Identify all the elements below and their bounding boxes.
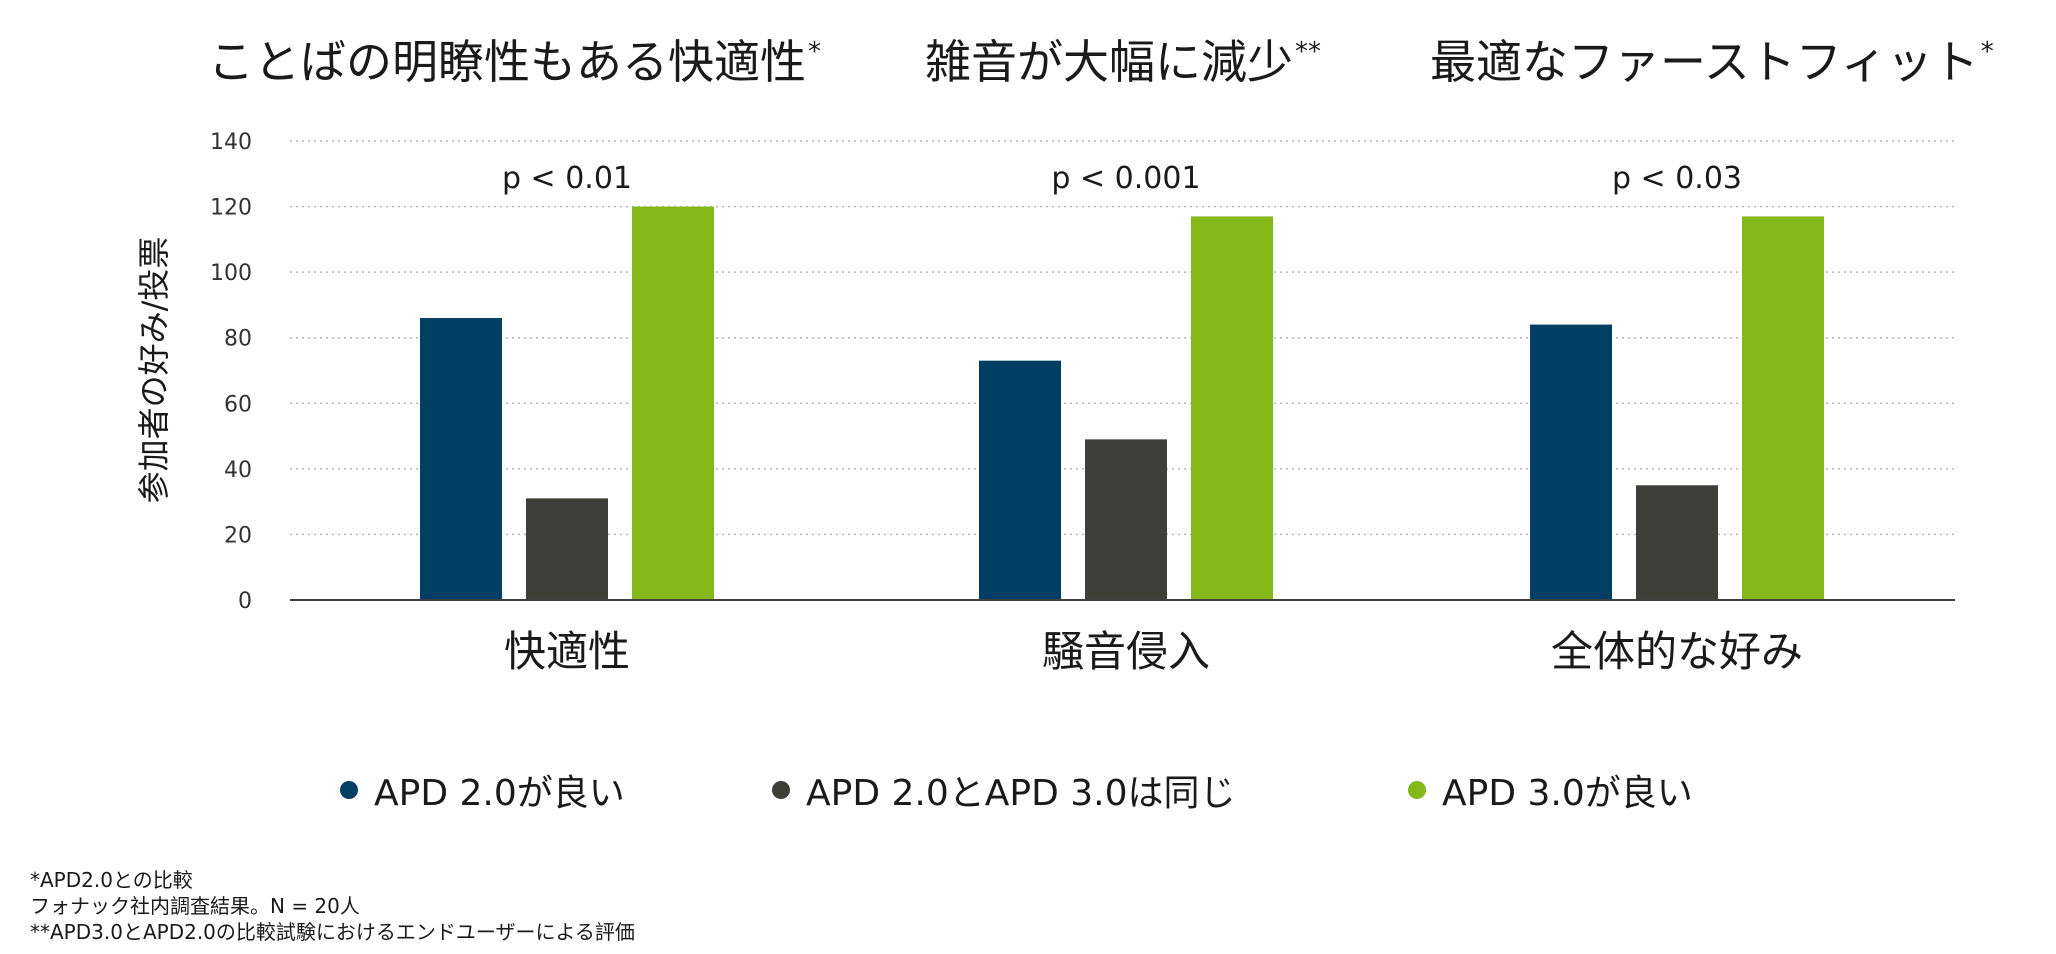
y-tick-label: 40	[224, 458, 252, 483]
y-axis-label: 参加者の好み/投票	[135, 237, 173, 504]
p-value-annotation: p < 0.03	[1612, 161, 1742, 196]
bar	[420, 318, 502, 600]
legend-dot	[1408, 781, 1426, 799]
bar	[632, 206, 714, 601]
category-labels: 快適性 騒音侵入 全体的な好み	[504, 627, 1803, 676]
category-label: 快適性	[504, 627, 630, 676]
footnote: フォナック社内調査結果。N = 20人	[30, 894, 360, 918]
p-value-annotation: p < 0.001	[1051, 161, 1200, 196]
footnote: *APD2.0との比較	[30, 868, 193, 892]
annotations: p < 0.01 p < 0.001 p < 0.03	[502, 161, 1742, 196]
legend-label: APD 2.0が良い	[374, 773, 625, 814]
legend-label: APD 3.0が良い	[1442, 773, 1693, 814]
category-label: 全体的な好み	[1551, 627, 1803, 676]
bar	[1085, 439, 1167, 600]
y-tick-label: 0	[238, 589, 252, 614]
y-tick-label: 100	[210, 261, 252, 286]
legend-item-same: APD 2.0とAPD 3.0は同じ	[772, 764, 1236, 816]
legend-item-apd3-better: APD 3.0が良い	[1408, 764, 1693, 816]
y-tick-label: 120	[210, 196, 252, 221]
p-value-annotation: p < 0.01	[502, 161, 632, 196]
bars	[420, 206, 1824, 601]
y-tick-labels: 0 20 40 60 80 100 120 140	[210, 130, 252, 614]
y-tick-label: 140	[210, 130, 252, 155]
y-tick-label: 20	[224, 523, 252, 548]
footnote: **APD3.0とAPD2.0の比較試験におけるエンドユーザーによる評価	[30, 920, 635, 944]
y-tick-label: 60	[224, 392, 252, 417]
heading-comfort: ことばの明瞭性もある快適性*	[208, 35, 821, 89]
y-tick-label: 80	[224, 327, 252, 352]
legend-dot	[340, 781, 358, 799]
legend-dot	[772, 781, 790, 799]
category-label: 騒音侵入	[1042, 627, 1210, 676]
bar	[526, 498, 608, 600]
bar	[979, 360, 1061, 600]
heading-first-fit: 最適なファーストフィット*	[1430, 35, 1994, 89]
bar	[1530, 324, 1612, 600]
legend-label: APD 2.0とAPD 3.0は同じ	[806, 773, 1236, 814]
bar	[1742, 216, 1824, 600]
bar	[1636, 485, 1718, 600]
heading-noise-reduction: 雑音が大幅に減少**	[925, 35, 1321, 89]
bar	[1191, 216, 1273, 600]
legend-item-apd2-better: APD 2.0が良い	[340, 764, 625, 816]
